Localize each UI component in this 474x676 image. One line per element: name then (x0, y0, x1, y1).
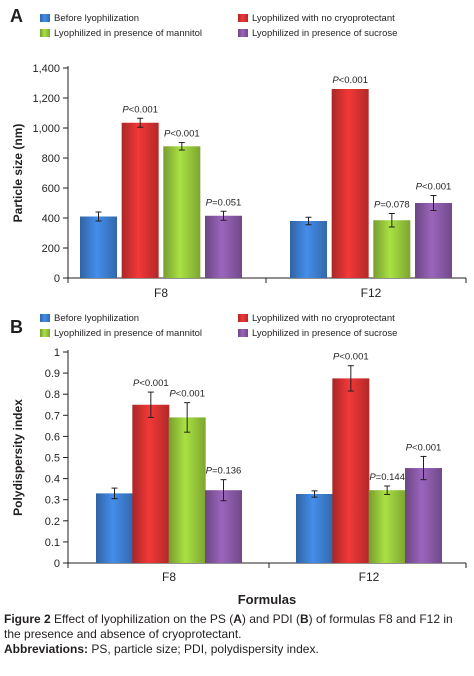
data-label: P=0.078 (374, 200, 410, 211)
figure-caption: Figure 2 Effect of lyophilization on the… (4, 612, 470, 657)
x-axis-title: Formulas (238, 592, 297, 607)
bar (96, 493, 133, 563)
legend-label: Before lyophilization (54, 313, 139, 324)
y-tick-label: 0 (54, 558, 60, 570)
legend-label: Lyophilized with no cryoprotectant (252, 13, 395, 24)
caption-bold-b: B (299, 612, 309, 626)
bar (163, 146, 201, 278)
panel-label: A (10, 6, 23, 26)
bar (415, 203, 452, 278)
legend-swatch (238, 29, 248, 37)
caption-abbr-text: PS, particle size; PDI, polydispersity i… (88, 642, 319, 656)
y-tick-label: 0.6 (45, 431, 60, 443)
caption-main: Figure 2 Effect of lyophilization on the… (4, 612, 470, 642)
legend-swatch (40, 314, 50, 322)
data-label: P<0.001 (406, 442, 442, 453)
data-label: P=0.144 (369, 472, 405, 483)
caption-abbr-label: Abbreviations: (4, 642, 89, 656)
caption-bold-a: A (233, 612, 242, 626)
chart-panel-a: A Before lyophilization Lyophilized with n… (10, 6, 467, 300)
y-tick-label: 1,000 (32, 123, 60, 135)
legend-swatch (238, 14, 248, 22)
bar (290, 221, 327, 278)
y-tick-label: 0 (54, 273, 60, 285)
y-tick-label: 0.1 (45, 537, 60, 549)
y-tick-label: 0.8 (45, 389, 60, 401)
y-tick-label: 0.4 (45, 474, 60, 486)
bar (405, 468, 442, 563)
y-tick-label: 1,200 (32, 93, 60, 105)
y-tick-label: 1 (54, 347, 60, 359)
legend-label: Lyophilized in presence of sucrose (252, 28, 397, 39)
bar (205, 490, 242, 563)
y-tick-label: 0.2 (45, 516, 60, 528)
y-tick-label: 0.5 (45, 453, 60, 465)
legend-swatch (40, 329, 50, 337)
data-label: P<0.001 (133, 378, 169, 389)
legend-swatch (40, 14, 50, 22)
x-category-label: F12 (359, 570, 380, 584)
data-label: P=0.051 (206, 197, 242, 208)
data-label: P<0.001 (332, 75, 368, 86)
data-label: P<0.001 (333, 352, 369, 363)
caption-text-3: ) of formulas F8 and F12 in the presence… (4, 612, 453, 641)
caption-figure-label: Figure 2 (4, 612, 51, 626)
bar (296, 494, 333, 563)
y-axis-title: Polydispersity index (11, 399, 25, 516)
legend-label: Lyophilized with no cryoprotectant (252, 313, 395, 324)
data-label: P<0.001 (169, 389, 205, 400)
bar (205, 215, 242, 278)
y-tick-label: 0.7 (45, 410, 60, 422)
data-label: P<0.001 (164, 129, 200, 140)
chart-panel-b: B Before lyophilization Lyophilized with n… (10, 313, 467, 607)
bar (332, 378, 370, 563)
data-label: P<0.001 (122, 104, 158, 115)
bar (373, 220, 411, 278)
legend-swatch (40, 29, 50, 37)
y-tick-label: 0.9 (45, 368, 60, 380)
panel-label: B (10, 317, 23, 337)
bar (368, 490, 406, 563)
figure-charts: A Before lyophilization Lyophilized with n… (10, 6, 467, 607)
y-tick-label: 200 (42, 243, 60, 255)
bar (80, 216, 117, 278)
caption-text-2: ) and PDI ( (241, 612, 300, 626)
y-tick-label: 0.3 (45, 495, 60, 507)
y-tick-label: 600 (42, 183, 60, 195)
bar (121, 122, 159, 278)
legend-label: Lyophilized in presence of mannitol (54, 28, 202, 39)
y-tick-label: 400 (42, 213, 60, 225)
caption-abbreviations: Abbreviations: PS, particle size; PDI, p… (4, 642, 470, 657)
x-category-label: F8 (162, 570, 176, 584)
legend-label: Lyophilized in presence of sucrose (252, 328, 397, 339)
bar (168, 417, 206, 563)
legend-label: Lyophilized in presence of mannitol (54, 328, 202, 339)
bar (331, 89, 369, 278)
data-label: P<0.001 (416, 182, 452, 193)
legend-swatch (238, 314, 248, 322)
x-category-label: F8 (154, 286, 168, 300)
caption-text-1: Effect of lyophilization on the PS ( (50, 612, 234, 626)
legend-label: Before lyophilization (54, 13, 139, 24)
y-tick-label: 800 (42, 153, 60, 165)
bar (132, 404, 170, 563)
x-category-label: F12 (361, 286, 382, 300)
data-label: P=0.136 (206, 466, 242, 477)
legend-swatch (238, 329, 248, 337)
y-axis-title: Particle size (nm) (11, 124, 25, 223)
y-tick-label: 1,400 (32, 63, 60, 75)
